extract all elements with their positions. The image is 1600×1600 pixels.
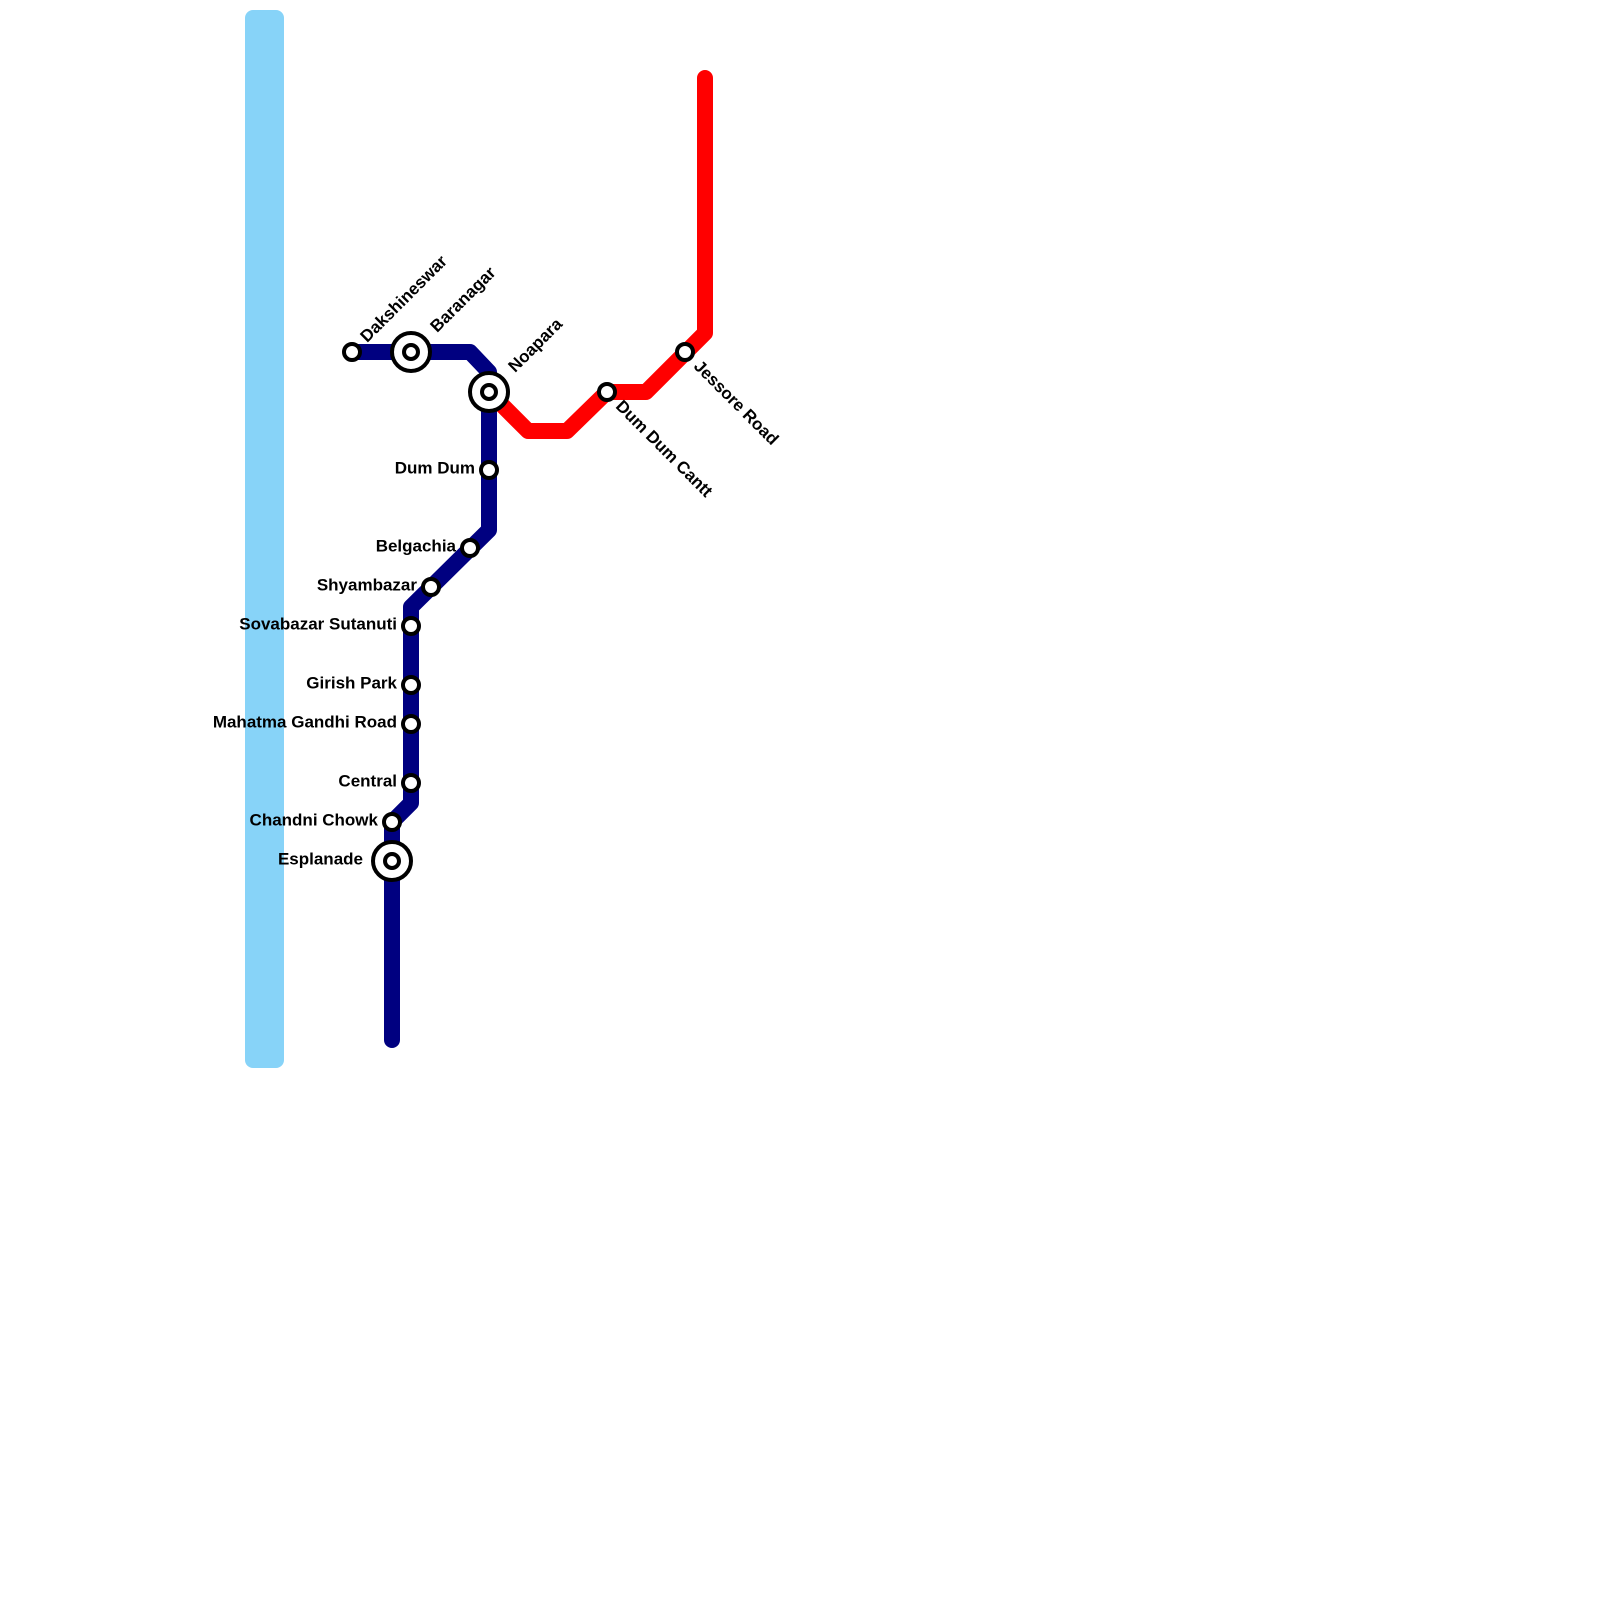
station-label: Jessore Road xyxy=(690,357,782,449)
interchange-inner xyxy=(383,852,401,870)
station xyxy=(401,675,421,695)
interchange-inner xyxy=(480,383,498,401)
station xyxy=(460,538,480,558)
station-label: Girish Park xyxy=(306,673,397,692)
station xyxy=(401,773,421,793)
river xyxy=(245,10,284,1068)
station-label: Dum Dum Cantt xyxy=(612,397,716,501)
station-label: Belgachia xyxy=(376,536,457,555)
station-label: Dum Dum xyxy=(395,458,475,477)
station xyxy=(401,714,421,734)
station xyxy=(421,577,441,597)
station-label: Shyambazar xyxy=(317,575,418,594)
station-label: Noapara xyxy=(505,314,567,376)
red-line xyxy=(481,70,713,439)
interchange-inner xyxy=(402,343,420,361)
station xyxy=(597,382,617,402)
station-label: Mahatma Gandhi Road xyxy=(213,712,397,731)
station xyxy=(401,616,421,636)
station xyxy=(675,342,695,362)
station xyxy=(342,342,362,362)
station-label: Central xyxy=(338,771,397,790)
station xyxy=(479,460,499,480)
station xyxy=(382,812,402,832)
station-label: Chandni Chowk xyxy=(250,810,379,829)
station-label: Esplanade xyxy=(278,849,363,868)
station-label: Sovabazar Sutanuti xyxy=(239,614,397,633)
blue-line xyxy=(344,344,497,1048)
